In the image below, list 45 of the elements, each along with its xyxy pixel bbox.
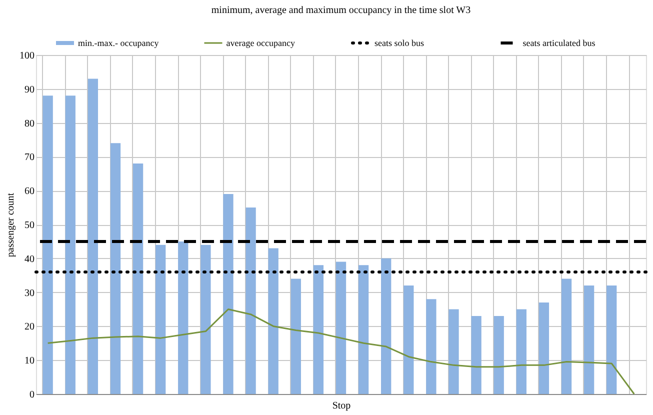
x-axis-title: Stop	[332, 400, 351, 412]
line-series	[47, 308, 635, 395]
legend-label: seats articulated bus	[522, 38, 596, 48]
bar	[65, 96, 76, 394]
bar	[290, 278, 301, 394]
y-tick-label: 20	[24, 322, 34, 333]
bar	[494, 316, 504, 394]
bar	[42, 96, 53, 394]
bar	[358, 265, 369, 394]
bar	[336, 262, 346, 394]
bar	[268, 248, 278, 394]
y-tick-label: 50	[24, 220, 34, 231]
bar	[471, 316, 482, 394]
legend-label: seats solo bus	[374, 38, 424, 48]
bar	[132, 163, 144, 394]
y-tick-label: 100	[20, 50, 34, 62]
y-tick-label: 60	[24, 186, 34, 198]
y-tick-label: 70	[24, 152, 34, 164]
chart-title: minimum, average and maximum occupancy in the time slot W3	[211, 5, 471, 16]
bar	[584, 286, 594, 394]
bar	[223, 194, 234, 394]
bar	[561, 278, 572, 394]
bar	[606, 286, 617, 394]
bar	[200, 244, 211, 394]
bar	[88, 78, 98, 394]
bar	[538, 302, 550, 394]
y-tick-label: 40	[24, 254, 34, 265]
bar	[246, 208, 256, 394]
bar	[426, 299, 436, 394]
y-tick-label: 0	[30, 390, 34, 400]
bar	[448, 309, 459, 394]
bar	[178, 241, 188, 394]
bar	[156, 244, 166, 394]
y-tick-label: 10	[24, 356, 34, 367]
y-tick-label: 80	[24, 118, 34, 130]
y-axis-title: passenger count	[6, 192, 16, 258]
bar	[313, 265, 324, 394]
y-tick-label: 30	[24, 288, 34, 299]
bar	[404, 286, 414, 394]
bar	[110, 143, 121, 394]
bar	[516, 309, 526, 394]
legend-label: min.-max.- occupancy	[78, 38, 160, 48]
y-tick-label: 90	[24, 84, 34, 96]
legend-label: average occupancy	[226, 38, 296, 48]
bar	[381, 258, 392, 394]
